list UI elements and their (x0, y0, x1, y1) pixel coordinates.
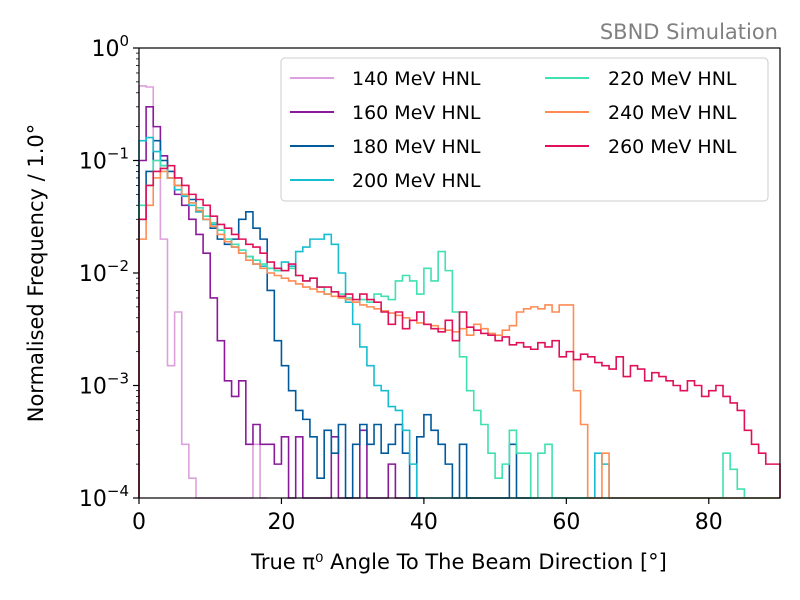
y-axis-title: Normalised Frequency / 1.0° (24, 124, 48, 423)
series-line-0 (138, 85, 268, 499)
legend-label: 200 MeV HNL (352, 170, 481, 192)
legend-label: 220 MeV HNL (608, 68, 737, 90)
legend-label: 140 MeV HNL (352, 68, 481, 90)
x-tick-label: 20 (267, 510, 295, 535)
legend: 140 MeV HNL 160 MeV HNL 180 MeV HNL 200 MeV… (280, 57, 769, 202)
x-tick-label: 80 (695, 510, 723, 535)
legend-label: 240 MeV HNL (608, 102, 737, 124)
y-tick-label: 10−4 (79, 482, 129, 512)
x-axis-title: True π⁰ Angle To The Beam Direction [°] (250, 550, 667, 574)
series-layer (138, 85, 781, 499)
y-axis-ticks: 100 10−1 10−2 10−3 10−4 (79, 32, 139, 512)
y-tick-label: 10−1 (79, 145, 129, 175)
y-tick-label: 10−2 (79, 257, 129, 287)
x-tick-label: 60 (552, 510, 580, 535)
x-tick-label: 0 (132, 510, 146, 535)
legend-frame (280, 57, 769, 202)
series-line-1 (138, 106, 424, 499)
legend-label: 260 MeV HNL (608, 136, 737, 158)
legend-label: 160 MeV HNL (352, 102, 481, 124)
x-axis-ticks: 0 20 40 60 80 (132, 498, 723, 535)
y-tick-label: 100 (91, 32, 129, 62)
plot-area: 0 20 40 60 80 100 10−1 10−2 10−3 10−4 (79, 32, 781, 535)
legend-items: 140 MeV HNL 160 MeV HNL 180 MeV HNL 200 MeV… (290, 68, 737, 192)
y-tick-label: 10−3 (79, 370, 129, 400)
legend-label: 180 MeV HNL (352, 136, 481, 158)
x-tick-label: 40 (410, 510, 438, 535)
simulation-label: SBND Simulation (600, 20, 778, 44)
series-line-6 (138, 164, 781, 498)
